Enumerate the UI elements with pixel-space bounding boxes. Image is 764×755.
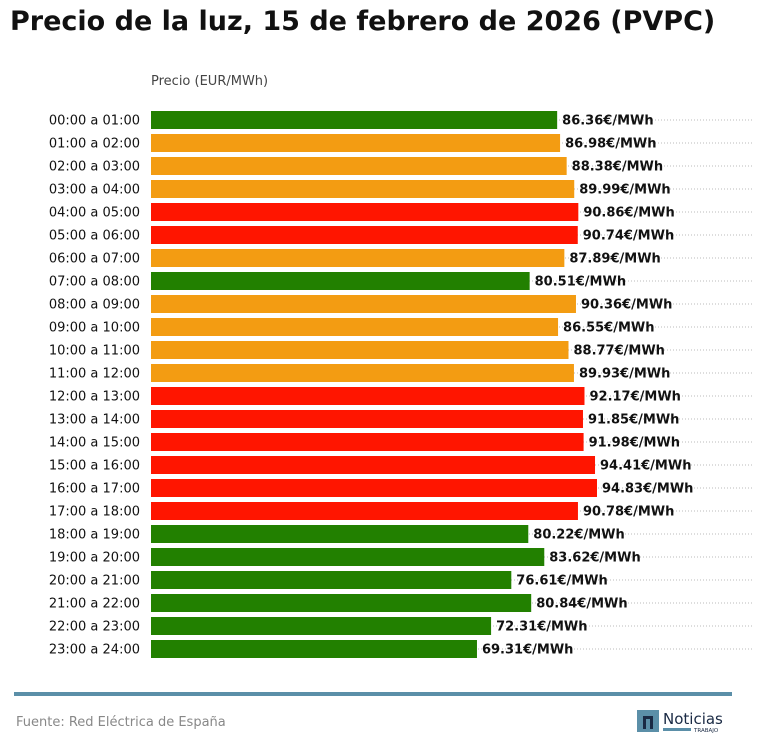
category-label: 08:00 a 09:00 <box>49 298 140 313</box>
bar <box>151 617 492 635</box>
data-label: 90.74€/MWh <box>583 229 674 244</box>
category-label: 17:00 a 18:00 <box>49 505 140 520</box>
bar <box>151 502 578 520</box>
data-label: 87.89€/MWh <box>569 252 660 267</box>
category-label: 06:00 a 07:00 <box>49 252 140 267</box>
data-label: 94.83€/MWh <box>602 482 693 497</box>
category-label: 03:00 a 04:00 <box>49 183 140 198</box>
bar <box>151 318 559 336</box>
category-label: 05:00 a 06:00 <box>49 229 140 244</box>
data-label: 90.36€/MWh <box>581 298 672 313</box>
bar <box>151 226 578 244</box>
category-label: 22:00 a 23:00 <box>49 620 140 635</box>
category-label: 21:00 a 22:00 <box>49 597 140 612</box>
data-label: 89.99€/MWh <box>579 183 670 198</box>
x-axis-label: Precio (EUR/MWh) <box>151 74 269 89</box>
data-label: 86.55€/MWh <box>563 321 654 336</box>
data-label: 76.61€/MWh <box>516 574 607 589</box>
bar-chart: 00:00 a 01:00 86.36€/MWh 01:00 a 02:00 86.9… <box>49 111 753 658</box>
category-label: 07:00 a 08:00 <box>49 275 140 290</box>
data-label: 88.77€/MWh <box>573 344 664 359</box>
category-label: 01:00 a 02:00 <box>49 137 140 152</box>
bar <box>151 203 579 221</box>
category-label: 12:00 a 13:00 <box>49 390 140 405</box>
data-label: 91.85€/MWh <box>588 413 679 428</box>
bar <box>151 157 567 175</box>
bar <box>151 410 583 428</box>
bar <box>151 295 576 313</box>
data-label: 89.93€/MWh <box>579 367 670 382</box>
category-label: 09:00 a 10:00 <box>49 321 140 336</box>
category-label: 23:00 a 24:00 <box>49 643 140 658</box>
bar <box>151 479 597 497</box>
svg-text:TRABAJO: TRABAJO <box>693 728 719 734</box>
data-label: 80.84€/MWh <box>536 597 627 612</box>
category-label: 19:00 a 20:00 <box>49 551 140 566</box>
category-label: 00:00 a 01:00 <box>49 114 140 129</box>
bar <box>151 594 532 612</box>
bar <box>151 387 585 405</box>
source-text: Fuente: Red Eléctrica de España <box>16 715 226 730</box>
data-label: 90.86€/MWh <box>583 206 674 221</box>
data-label: 92.17€/MWh <box>589 390 680 405</box>
bar <box>151 548 545 566</box>
bar <box>151 134 561 152</box>
data-label: 69.31€/MWh <box>482 643 573 658</box>
svg-text:Noticias: Noticias <box>663 710 723 728</box>
category-label: 11:00 a 12:00 <box>49 367 140 382</box>
bar <box>151 364 574 382</box>
bar <box>151 640 477 658</box>
category-label: 14:00 a 15:00 <box>49 436 140 451</box>
bar <box>151 433 584 451</box>
data-label: 91.98€/MWh <box>589 436 680 451</box>
category-label: 02:00 a 03:00 <box>49 160 140 175</box>
category-label: 20:00 a 21:00 <box>49 574 140 589</box>
category-label: 16:00 a 17:00 <box>49 482 140 497</box>
noticias-trabajo-logo: Noticias TRABAJO <box>637 710 723 734</box>
data-label: 86.36€/MWh <box>562 114 653 129</box>
bar <box>151 249 565 267</box>
category-label: 13:00 a 14:00 <box>49 413 140 428</box>
bar <box>151 341 569 359</box>
category-label: 18:00 a 19:00 <box>49 528 140 543</box>
chart-title: Precio de la luz, 15 de febrero de 2026 … <box>10 6 716 37</box>
data-label: 72.31€/MWh <box>496 620 587 635</box>
bar <box>151 525 529 543</box>
bar <box>151 272 530 290</box>
footer-divider <box>14 692 732 696</box>
category-label: 10:00 a 11:00 <box>49 344 140 359</box>
bar <box>151 111 558 129</box>
bar <box>151 571 512 589</box>
data-label: 83.62€/MWh <box>549 551 640 566</box>
category-label: 04:00 a 05:00 <box>49 206 140 221</box>
bar <box>151 180 575 198</box>
data-label: 80.51€/MWh <box>535 275 626 290</box>
data-label: 88.38€/MWh <box>572 160 663 175</box>
data-label: 94.41€/MWh <box>600 459 691 474</box>
data-label: 86.98€/MWh <box>565 137 656 152</box>
data-label: 80.22€/MWh <box>533 528 624 543</box>
category-label: 15:00 a 16:00 <box>49 459 140 474</box>
bar <box>151 456 596 474</box>
data-label: 90.78€/MWh <box>583 505 674 520</box>
